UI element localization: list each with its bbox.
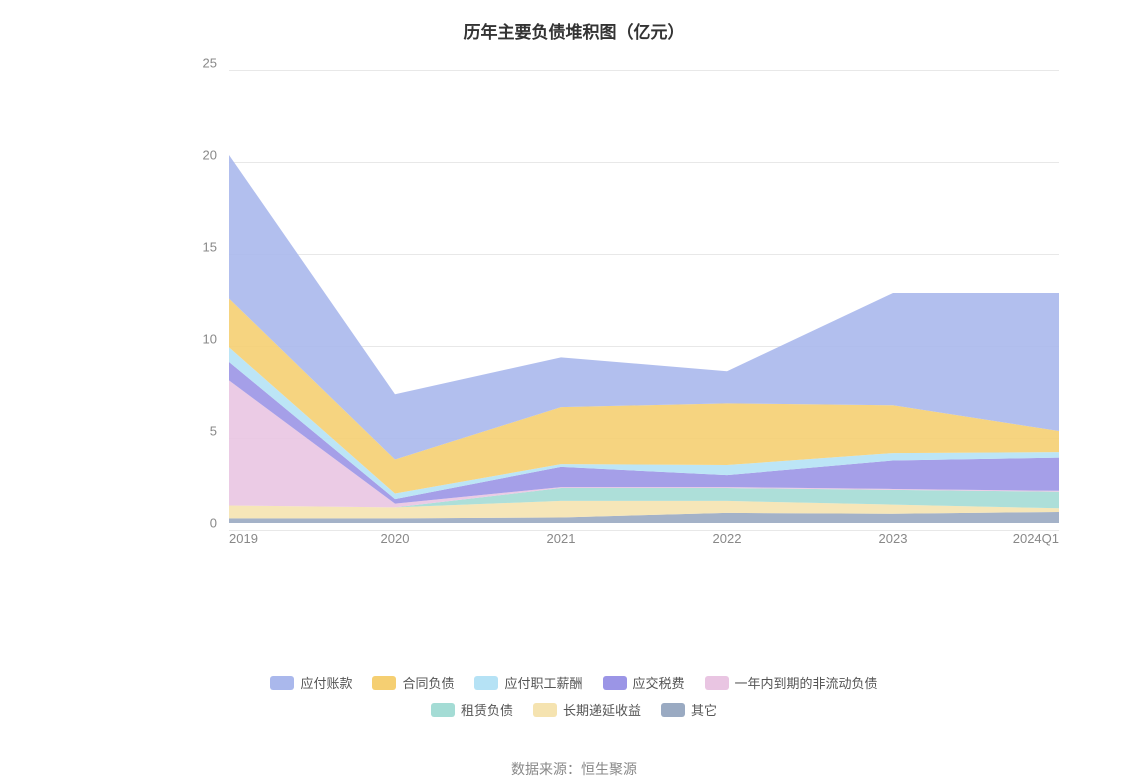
x-tick-label: 2024Q1 — [1013, 531, 1059, 546]
legend-item[interactable]: 应付职工薪酬 — [474, 673, 582, 692]
legend-swatch — [603, 676, 627, 690]
chart-wrap: 0510152025 201920202021202220232024Q1 — [29, 63, 1119, 573]
y-tick-label: 15 — [169, 240, 229, 255]
y-tick-label: 25 — [169, 56, 229, 71]
legend-swatch — [474, 676, 498, 690]
legend-swatch — [705, 676, 729, 690]
legend-label: 其它 — [691, 700, 717, 719]
x-tick-label: 2020 — [381, 531, 410, 546]
legend-item[interactable]: 一年内到期的非流动负债 — [705, 673, 878, 692]
plot-area — [229, 63, 1059, 523]
chart-title: 历年主要负债堆积图（亿元） — [0, 0, 1148, 43]
y-tick-label: 0 — [169, 516, 229, 531]
stacked-area-svg — [229, 63, 1059, 523]
legend-swatch — [533, 703, 557, 717]
x-tick-label: 2023 — [879, 531, 908, 546]
legend-label: 长期递延收益 — [563, 700, 641, 719]
legend-item[interactable]: 应交税费 — [603, 673, 685, 692]
legend-item[interactable]: 其它 — [661, 700, 717, 719]
x-tick-label: 2021 — [547, 531, 576, 546]
legend-label: 租赁负债 — [461, 700, 513, 719]
legend-swatch — [661, 703, 685, 717]
y-tick-label: 20 — [169, 148, 229, 163]
x-axis: 2019 2020 2021 2022 2023 2024Q1 — [229, 531, 1059, 551]
legend-item[interactable]: 合同负债 — [372, 673, 454, 692]
legend-row: 应付账款 合同负债 应付职工薪酬 应交税费 一年内到期的非流动负债 — [0, 673, 1148, 692]
legend-item[interactable]: 长期递延收益 — [533, 700, 641, 719]
legend-row: 租赁负债 长期递延收益 其它 — [0, 700, 1148, 719]
data-source: 数据来源：恒生聚源 — [0, 759, 1148, 779]
legend-label: 应交税费 — [633, 673, 685, 692]
y-tick-label: 10 — [169, 332, 229, 347]
legend-label: 一年内到期的非流动负债 — [735, 673, 878, 692]
legend-swatch — [431, 703, 455, 717]
y-tick-label: 5 — [169, 424, 229, 439]
legend-swatch — [270, 676, 294, 690]
legend-label: 应付账款 — [300, 673, 352, 692]
legend-label: 合同负债 — [402, 673, 454, 692]
legend-item[interactable]: 租赁负债 — [431, 700, 513, 719]
legend-item[interactable]: 应付账款 — [270, 673, 352, 692]
x-tick-label: 2022 — [713, 531, 742, 546]
legend-swatch — [372, 676, 396, 690]
x-tick-label: 2019 — [229, 531, 258, 546]
legend: 应付账款 合同负债 应付职工薪酬 应交税费 一年内到期的非流动负债租赁负债 长期递延收益 其… — [0, 673, 1148, 719]
legend-label: 应付职工薪酬 — [504, 673, 582, 692]
